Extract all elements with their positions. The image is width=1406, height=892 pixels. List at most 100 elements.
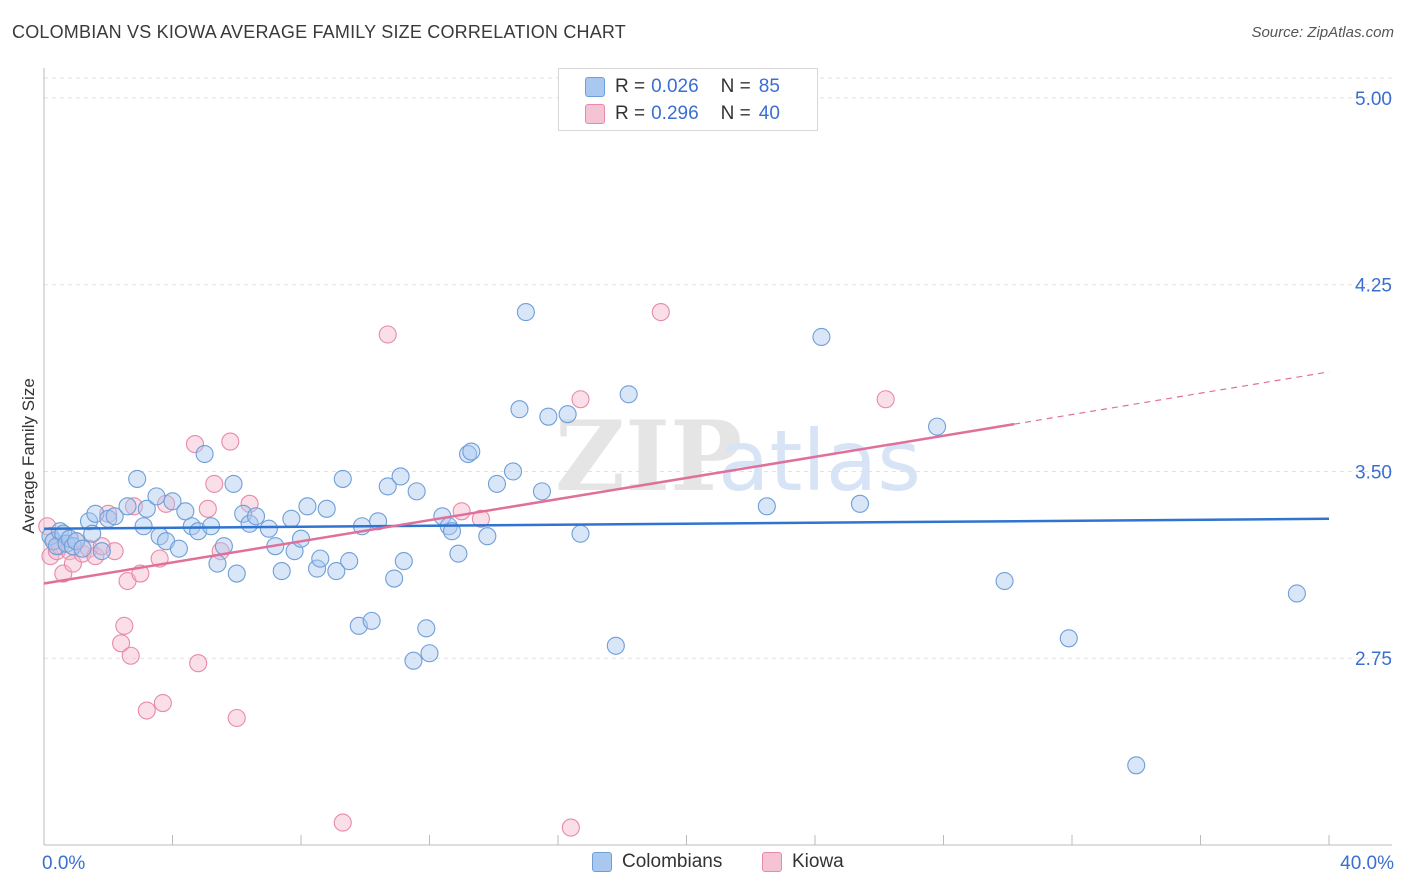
kiowa-point-31 <box>227 708 246 728</box>
kiowa-point-18 <box>121 646 140 665</box>
colombians-points <box>41 303 1306 775</box>
colombian-point-42 <box>291 529 311 548</box>
kiowa-point-14 <box>105 542 124 561</box>
kiowa-trend-extension <box>1014 371 1330 425</box>
r-label: R = <box>615 103 646 124</box>
colombian-point-76 <box>571 524 590 543</box>
colombian-point-33 <box>227 564 246 583</box>
x-tick-label-min: 0.0% <box>42 853 85 874</box>
tick-labels: 2.75 3.50 4.25 5.00 0.0% 40.0% <box>42 89 1394 874</box>
kiowa-point-38 <box>571 390 590 409</box>
r-value: 0.296 <box>651 103 699 124</box>
kiowa-point-26 <box>189 654 208 673</box>
colombian-point-15 <box>105 507 124 526</box>
colombian-point-71 <box>510 400 529 419</box>
kiowa-point-15 <box>112 634 131 653</box>
kiowa-swatch <box>585 104 605 124</box>
r-label: R = <box>615 76 646 97</box>
kiowa-point-39 <box>651 303 670 322</box>
colombian-point-9 <box>73 539 92 558</box>
n-label: N = <box>720 103 751 124</box>
colombians-legend-label: Colombians <box>622 851 723 872</box>
kiowa-points <box>38 303 895 837</box>
colombian-point-60 <box>417 619 436 638</box>
colombian-point-84 <box>1059 629 1078 648</box>
kiowa-trend-line <box>43 422 1015 585</box>
colombian-point-39 <box>272 562 291 581</box>
colombian-point-80 <box>812 327 831 347</box>
colombian-point-58 <box>404 651 423 670</box>
colombian-point-19 <box>137 499 156 518</box>
colombian-point-30 <box>208 554 227 573</box>
legend-row-colombians: R = 0.026 N = 85 <box>559 75 780 99</box>
colombian-point-23 <box>163 492 182 511</box>
kiowa-legend-swatch <box>762 852 782 872</box>
y-tick-label-0: 2.75 <box>1355 649 1392 670</box>
colombian-point-86 <box>1287 584 1306 603</box>
colombian-point-57 <box>394 552 413 571</box>
colombian-point-70 <box>503 462 523 481</box>
colombian-point-20 <box>147 487 166 506</box>
kiowa-point-30 <box>221 432 240 451</box>
colombian-point-8 <box>67 532 86 551</box>
kiowa-point-21 <box>137 701 156 720</box>
axes <box>43 68 1392 846</box>
colombian-point-59 <box>407 482 426 501</box>
colombian-point-64 <box>442 522 462 541</box>
colombian-point-52 <box>362 611 381 630</box>
colombian-point-43 <box>298 497 317 516</box>
colombian-point-45 <box>311 549 330 568</box>
colombian-point-28 <box>195 444 214 464</box>
colombian-point-75 <box>558 405 577 424</box>
watermark: ZIP atlas <box>555 400 921 513</box>
colombian-point-25 <box>176 502 195 521</box>
legend-row-kiowa: R = 0.296 N = 40 <box>559 102 780 126</box>
colombians-trend-line <box>43 517 1330 530</box>
colombian-point-16 <box>118 497 137 516</box>
colombian-point-13 <box>92 542 111 561</box>
kiowa-point-27 <box>198 499 217 518</box>
colombian-point-44 <box>308 559 327 578</box>
colombian-point-61 <box>420 644 439 663</box>
y-axis-label: Average Family Size <box>19 378 38 534</box>
colombian-point-56 <box>391 467 410 486</box>
colombian-point-73 <box>532 482 551 501</box>
colombian-point-79 <box>757 497 776 516</box>
r-value: 0.026 <box>651 76 699 97</box>
colombian-point-36 <box>246 507 266 526</box>
colombian-point-54 <box>378 477 397 496</box>
watermark-atlas: atlas <box>718 412 921 510</box>
x-tick-label-max: 40.0% <box>1340 853 1394 874</box>
colombian-point-37 <box>259 519 278 538</box>
colombian-point-81 <box>850 494 870 513</box>
legend-item-colombians[interactable]: Colombians <box>592 851 722 873</box>
colombian-point-32 <box>224 474 243 493</box>
kiowa-point-35 <box>452 502 471 521</box>
colombian-point-46 <box>317 499 336 518</box>
colombian-point-85 <box>1127 756 1146 775</box>
kiowa-point-28 <box>205 474 224 493</box>
y-tick-label-1: 3.50 <box>1355 462 1392 483</box>
colombian-point-48 <box>333 469 352 488</box>
colombians-swatch <box>585 77 605 97</box>
colombian-point-17 <box>128 469 147 488</box>
kiowa-point-36 <box>471 509 490 528</box>
kiowa-point-33 <box>333 813 352 832</box>
y-tick-label-2: 4.25 <box>1355 276 1392 297</box>
y-tick-label-3: 5.00 <box>1355 89 1392 110</box>
chart-title: COLOMBIAN VS KIOWA AVERAGE FAMILY SIZE C… <box>12 22 626 42</box>
colombian-point-77 <box>606 636 625 655</box>
kiowa-point-16 <box>115 616 134 635</box>
kiowa-point-23 <box>153 694 172 713</box>
kiowa-point-3 <box>47 542 66 561</box>
series-legend: Colombians Kiowa <box>0 851 1406 877</box>
correlation-legend: R = 0.026 N = 85 R = 0.296 N = 40 <box>558 68 818 131</box>
kiowa-point-40 <box>876 390 895 409</box>
n-value: 85 <box>758 76 780 97</box>
gridlines <box>44 77 1392 659</box>
colombian-point-74 <box>539 407 558 426</box>
legend-item-kiowa[interactable]: Kiowa <box>762 851 844 873</box>
colombian-point-40 <box>282 509 301 528</box>
trend-lines <box>43 371 1330 585</box>
